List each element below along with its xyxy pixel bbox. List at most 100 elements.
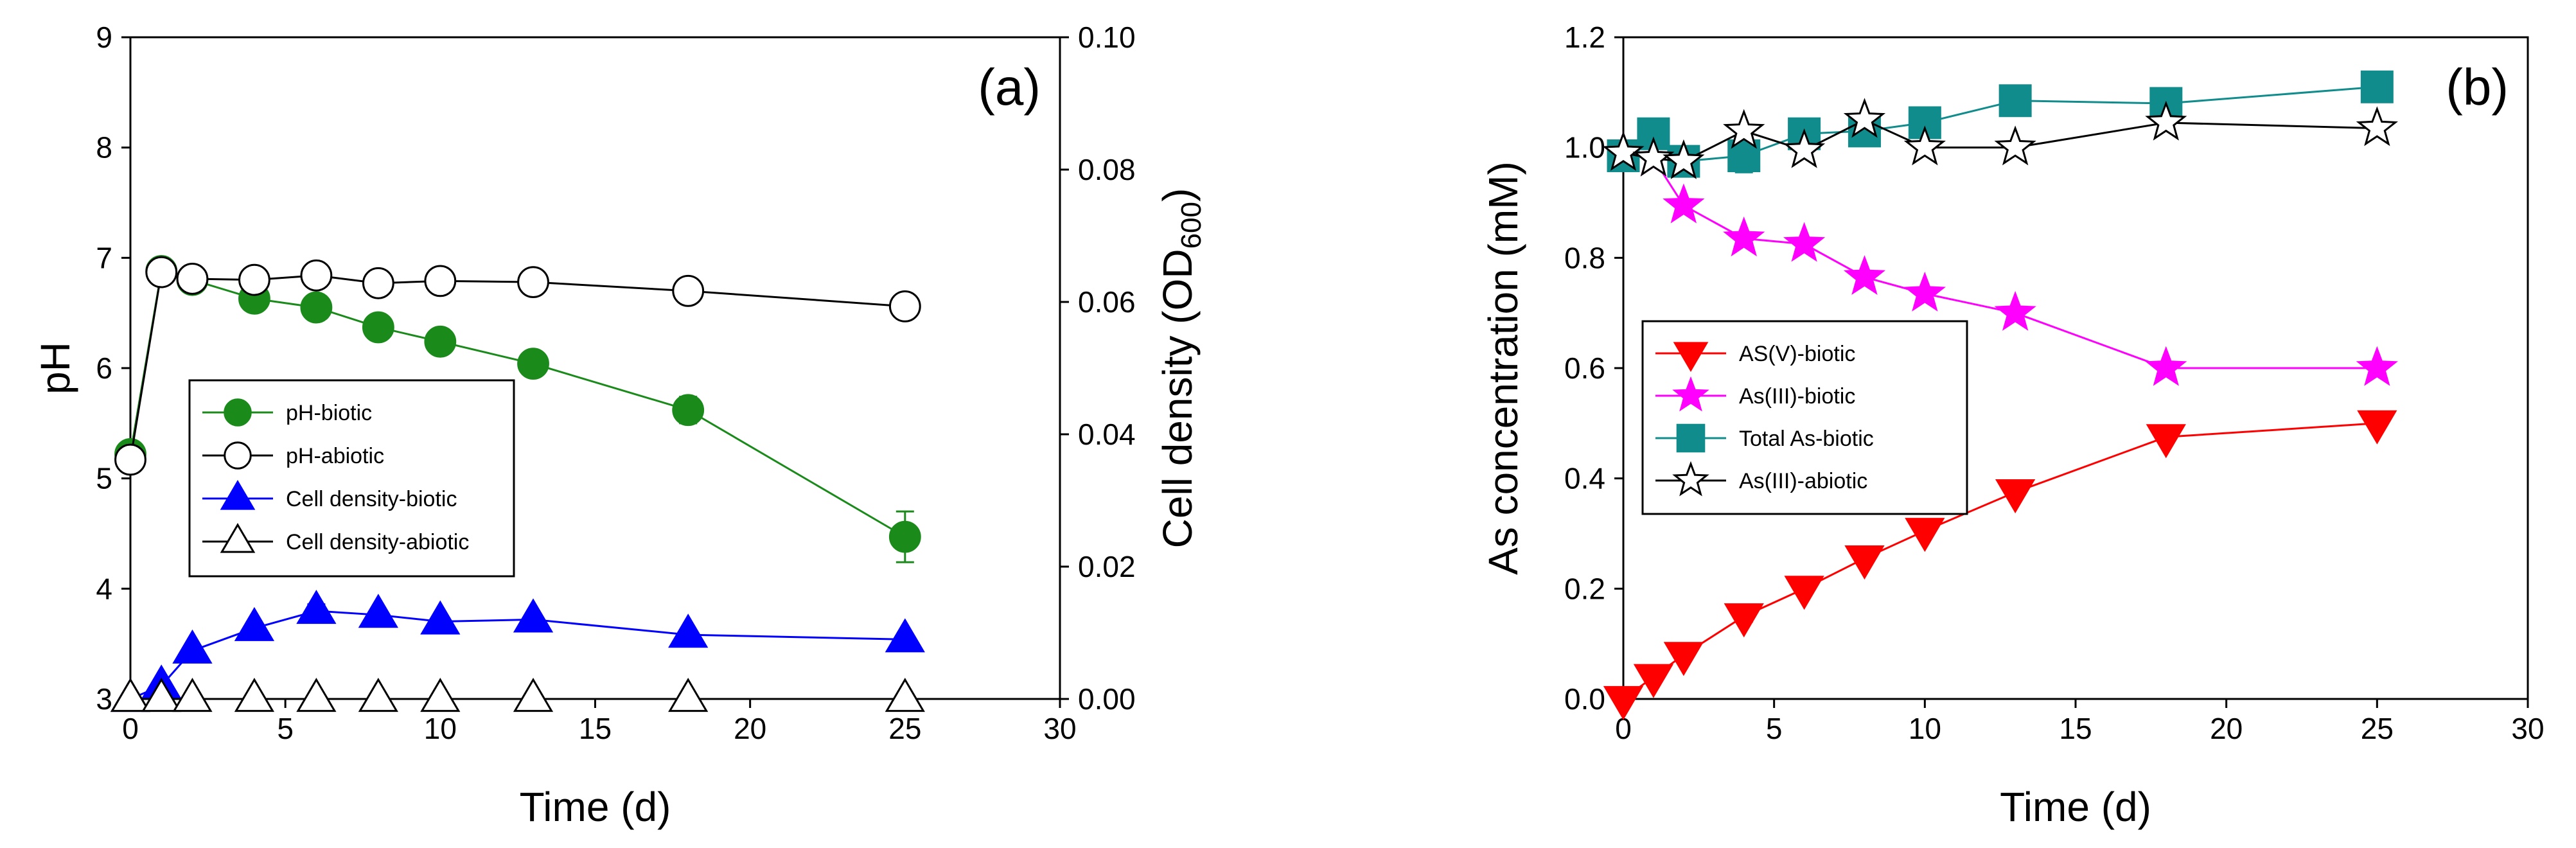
legend-marker: [224, 441, 252, 470]
data-point: [362, 311, 394, 344]
data-point: [424, 265, 457, 297]
data-point: [2356, 346, 2398, 386]
legend: AS(V)-biotic As(III)-biotic Total As-bioti…: [1641, 320, 1968, 515]
legend-marker: [1672, 461, 1709, 497]
y-tick-label: 6: [96, 351, 112, 385]
y-tick-label: 0.4: [1564, 462, 1605, 495]
y-tick-label: 5: [96, 462, 112, 495]
data-point: [1994, 125, 2036, 166]
y-tick-label: 1.0: [1564, 131, 1605, 164]
data-point: [420, 678, 461, 712]
data-point: [300, 291, 333, 324]
data-point: [1603, 685, 1644, 720]
data-point: [1844, 545, 1885, 580]
data-point: [1663, 183, 1705, 224]
x-axis-label: Time (d): [2000, 784, 2151, 830]
data-point: [1998, 84, 2032, 118]
legend-marker: [224, 398, 252, 427]
x-tick-label: 20: [2210, 712, 2243, 745]
legend-label: Cell density-abiotic: [286, 530, 469, 554]
x-tick-label: 0: [122, 712, 139, 745]
data-point: [1633, 664, 1674, 698]
data-point: [1723, 109, 1765, 149]
data-point: [2145, 346, 2187, 386]
data-point: [885, 678, 925, 712]
data-point: [513, 678, 554, 712]
y-tick-label: 1.2: [1564, 21, 1605, 54]
x-tick-label: 5: [277, 712, 294, 745]
data-point: [420, 600, 461, 635]
panel-label: (b): [2446, 58, 2509, 116]
data-point: [238, 263, 270, 296]
series-line: [1623, 119, 2378, 163]
data-point: [296, 590, 337, 624]
x-tick-label: 25: [2361, 712, 2394, 745]
y2-tick-label: 0.04: [1078, 418, 1136, 451]
x-axis-label: Time (d): [520, 784, 671, 830]
data-point: [1723, 216, 1765, 257]
x-tick-label: 20: [734, 712, 766, 745]
data-point: [172, 629, 213, 664]
legend-label: Cell density-biotic: [286, 487, 457, 511]
y-axis-label: As concentration (mM): [1480, 161, 1526, 575]
y-tick-label: 8: [96, 131, 112, 164]
data-point: [145, 256, 178, 288]
data-point: [668, 614, 709, 648]
data-point: [1843, 255, 1886, 296]
data-point: [668, 678, 709, 712]
y-tick-label: 0.8: [1564, 241, 1605, 274]
y-tick-label: 0.0: [1564, 682, 1605, 716]
data-point: [172, 678, 213, 712]
x-tick-label: 15: [2059, 712, 2092, 745]
y-tick-label: 7: [96, 241, 112, 274]
data-point: [296, 678, 337, 712]
data-point: [888, 290, 921, 322]
legend-marker: [1672, 376, 1709, 412]
data-point: [2146, 424, 2186, 459]
y2-tick-label: 0.10: [1078, 21, 1136, 54]
data-point: [1995, 479, 2036, 514]
x-tick-label: 30: [1043, 712, 1076, 745]
x-tick-label: 30: [2511, 712, 2544, 745]
data-point: [1843, 98, 1886, 138]
data-point: [517, 348, 549, 380]
data-point: [888, 520, 921, 553]
legend-label: pH-abiotic: [286, 444, 384, 468]
legend-label: As(III)-biotic: [1739, 384, 1855, 409]
legend-marker: [1673, 342, 1709, 372]
legend-label: Total As-biotic: [1739, 427, 1874, 451]
legend-label: AS(V)-biotic: [1739, 342, 1855, 366]
data-point: [1724, 603, 1764, 638]
plot-frame: [129, 36, 1061, 700]
data-point: [1632, 136, 1675, 177]
data-point: [358, 678, 398, 712]
data-point: [362, 267, 394, 299]
data-point: [1663, 642, 1704, 676]
data-point: [2356, 106, 2398, 146]
series-as-iii-abiotic: [1602, 98, 2398, 179]
data-point: [1783, 128, 1826, 168]
x-tick-label: 10: [424, 712, 457, 745]
data-point: [1784, 576, 1824, 610]
data-point: [1663, 139, 1705, 179]
legend-marker: [1676, 423, 1706, 453]
y2-label-subscript: 600: [1176, 202, 1207, 249]
data-point: [517, 266, 549, 299]
data-point: [1994, 290, 2036, 331]
data-point: [672, 394, 705, 427]
data-point: [2357, 410, 2397, 445]
data-point: [234, 678, 275, 712]
series-line: [1623, 152, 2378, 369]
panel-a: 0 5 10 15 20 25 30 3 4 5 6 7 8 9 0.00 0.02 0.04 0.06 0.08 0…: [32, 21, 1207, 830]
x-tick-label: 10: [1909, 712, 1941, 745]
y2-tick-label: 0.02: [1078, 550, 1136, 583]
data-point: [1905, 518, 1945, 552]
data-point: [2360, 70, 2394, 103]
data-point: [234, 606, 275, 641]
data-point: [1783, 222, 1826, 262]
y2-axis-label: Cell density (OD600): [1154, 188, 1207, 549]
y2-label-close: ): [1154, 188, 1201, 202]
y-tick-label: 0.6: [1564, 351, 1605, 385]
